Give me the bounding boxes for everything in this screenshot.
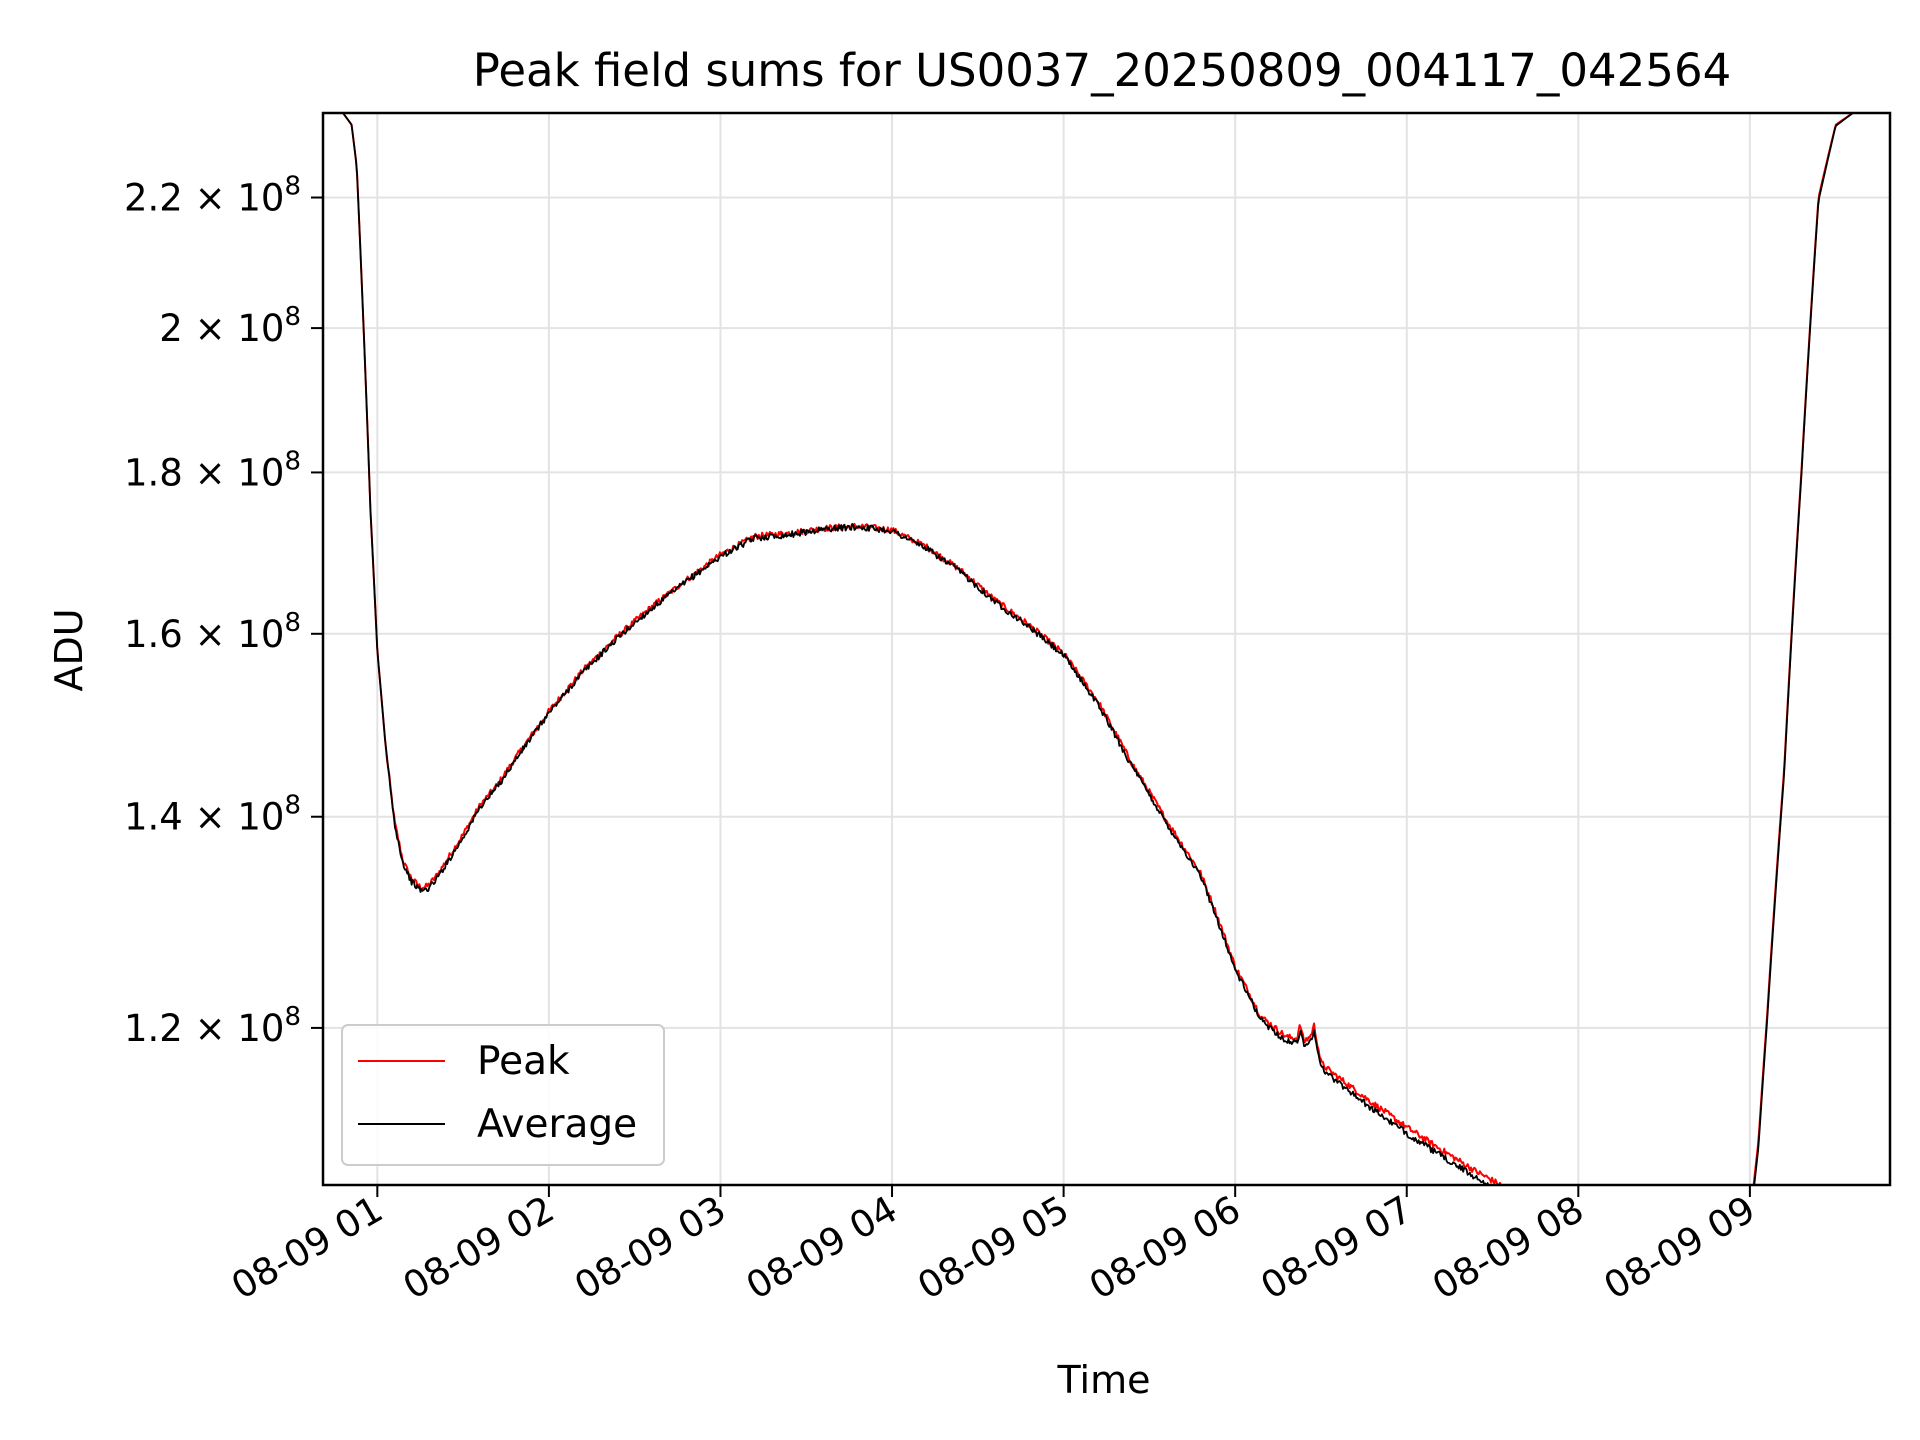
legend-label-average: Average — [477, 1102, 637, 1147]
legend-label-peak: Peak — [477, 1039, 570, 1084]
y-tick-label: 2.2 × 108 — [124, 172, 301, 220]
legend: Peak Average — [341, 1024, 665, 1166]
grid — [323, 113, 1890, 1185]
y-tick-label: 2 × 108 — [159, 302, 301, 350]
y-tick-label: 1.6 × 108 — [124, 608, 301, 656]
chart-title: Peak field sums for US0037_20250809_0041… — [473, 44, 1731, 97]
y-axis: 1.2 × 108 1.4 × 108 1.6 × 108 1.8 × 108 2 × … — [124, 172, 323, 1050]
plot-frame — [321, 111, 1892, 1187]
y-tick-label: 1.8 × 108 — [124, 446, 301, 494]
series-line-average — [329, 113, 1888, 1185]
y-axis-label: ADU — [47, 608, 91, 691]
x-axis-label: Time — [1057, 1358, 1151, 1402]
y-tick-label: 1.4 × 108 — [124, 791, 301, 839]
series-lines — [329, 113, 1888, 1185]
y-tick-label: 1.2 × 108 — [124, 1002, 301, 1050]
